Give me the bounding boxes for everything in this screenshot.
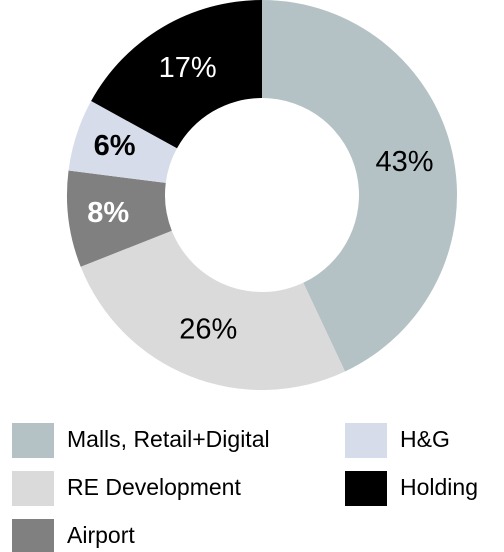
legend-swatch [345,471,387,506]
slice-label: 6% [94,130,136,162]
slice [262,0,457,372]
legend-label: Holding [400,474,478,500]
legend-label: Malls, Retail+Digital [67,426,270,452]
slice [80,230,346,390]
slice-label: 17% [159,52,217,84]
legend-swatch [12,423,54,458]
legend-label: RE Development [67,474,241,500]
slice [67,170,172,267]
slice-label: 8% [87,197,129,229]
legend-label: Airport [67,522,135,548]
slice-label: 26% [179,313,237,345]
legend-swatch [345,423,387,458]
slice [91,0,262,149]
slice-label: 43% [375,146,433,178]
legend-swatch [12,519,54,552]
legend-label: H&G [400,426,450,452]
legend-swatch [12,471,54,506]
slice [68,101,177,183]
